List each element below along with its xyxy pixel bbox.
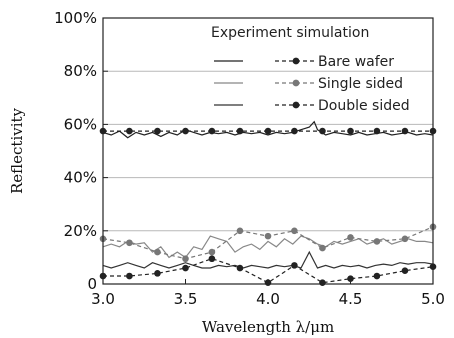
grid-lines	[103, 70, 433, 232]
data-point	[126, 127, 133, 135]
data-point	[236, 264, 244, 272]
data-point	[236, 227, 244, 235]
data-point	[182, 255, 189, 263]
bare-wafer-simulation-series	[99, 127, 437, 135]
data-point	[347, 127, 354, 135]
series-layer	[99, 120, 437, 286]
legend-marker	[292, 57, 300, 65]
x-tick-label: 5.0	[421, 290, 445, 308]
data-point	[182, 127, 189, 135]
double-sided-experiment-series	[102, 250, 434, 269]
data-point	[182, 264, 189, 272]
legend-marker	[292, 101, 300, 109]
data-point	[319, 279, 326, 286]
y-tick-label: 60%	[64, 115, 97, 133]
data-point	[291, 227, 298, 235]
data-point	[126, 239, 133, 247]
x-tick-label: 3.0	[91, 290, 115, 308]
x-tick-label: 4.5	[339, 290, 363, 308]
legend-entry-label: Single sided	[318, 76, 403, 92]
single-sided-simulation-series	[99, 223, 437, 263]
data-point	[208, 248, 216, 256]
data-point	[347, 275, 354, 282]
x-tick-label: 4.0	[256, 290, 280, 308]
data-point	[236, 127, 244, 135]
data-point	[208, 127, 216, 135]
x-tick-label: 3.5	[174, 290, 198, 308]
data-point	[373, 238, 381, 245]
data-point	[319, 127, 326, 135]
data-point	[373, 272, 381, 280]
data-point	[401, 235, 409, 243]
double-sided-simulation-series	[99, 255, 437, 286]
data-point	[401, 127, 409, 135]
y-tick-label: 80%	[64, 62, 97, 80]
data-point	[347, 234, 354, 241]
data-point	[264, 127, 272, 135]
y-tick-label: 100%	[54, 9, 97, 27]
legend-marker	[292, 79, 300, 87]
data-point	[154, 248, 161, 256]
data-point	[126, 272, 133, 280]
y-tick-label: 40%	[64, 169, 97, 187]
data-point	[154, 270, 161, 277]
data-point	[291, 262, 298, 269]
x-axis-label: Wavelength λ/μm	[202, 318, 334, 336]
legend-entry-label: Double sided	[318, 98, 410, 114]
legend: Experiment simulation Bare wafer Single si…	[211, 25, 410, 114]
data-point	[373, 127, 381, 135]
single-sided-simulation-line	[102, 226, 434, 260]
y-axis-label: Reflectivity	[8, 107, 26, 194]
data-point	[291, 127, 298, 135]
data-point	[264, 232, 272, 240]
data-point	[154, 127, 161, 135]
legend-entry-label: Bare wafer	[318, 54, 394, 70]
data-point	[401, 267, 409, 275]
y-tick-label: 20%	[64, 222, 97, 240]
y-tick-label: 0	[87, 275, 97, 293]
data-point	[319, 244, 326, 252]
double-sided-experiment-line	[102, 250, 434, 269]
axis-ticks: 0 20% 40% 60% 80% 100% 3.0 3.5 4.0 4.5 5.0	[54, 9, 445, 308]
data-point	[208, 255, 216, 263]
legend-header: Experiment simulation	[211, 25, 369, 41]
